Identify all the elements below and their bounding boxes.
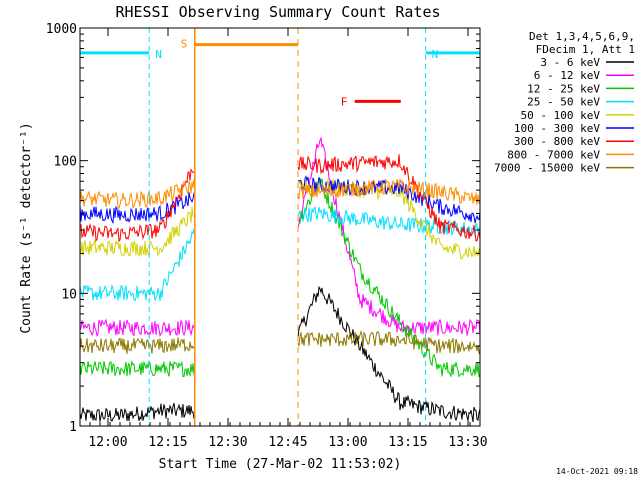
- x-tick-label: 12:30: [208, 435, 247, 450]
- series-line: [79, 136, 481, 338]
- legend-label: 3 - 6 keV: [540, 56, 600, 69]
- axis-layer: 12:00 12:15 12:30 12:45 13:00 13:15 13:30 1 10 10…: [46, 22, 488, 450]
- x-tick-label: 12:45: [268, 435, 307, 450]
- x-tick-label: 12:00: [88, 435, 127, 450]
- y-tick-label: 1: [69, 420, 77, 435]
- annotation-label: F: [341, 95, 348, 108]
- legend-label: 6 - 12 keV: [534, 69, 601, 82]
- series-line: [79, 285, 481, 423]
- timestamp: 14-Oct-2021 09:18: [556, 467, 638, 476]
- y-axis-label: Count Rate (s⁻¹ detector⁻¹): [19, 122, 34, 333]
- legend-header-2: FDecim 1, Att 1: [536, 43, 635, 56]
- legend-label: 7000 - 15000 keV: [494, 162, 600, 175]
- annotation-label: S: [181, 38, 188, 51]
- x-tick-label: 13:30: [448, 435, 487, 450]
- series-line: [79, 178, 481, 210]
- chart-title: RHESSI Observing Summary Count Rates: [115, 3, 440, 21]
- annotation-label: N: [155, 48, 162, 61]
- legend-label: 12 - 25 keV: [527, 82, 600, 95]
- annotation-label: N: [432, 48, 439, 61]
- legend-label: 300 - 800 keV: [514, 135, 600, 148]
- series-line: [79, 329, 481, 355]
- y-tick-label: 1000: [46, 22, 77, 37]
- x-tick-label: 13:00: [328, 435, 367, 450]
- y-tick-label: 10: [61, 287, 77, 302]
- x-tick-label: 12:15: [148, 435, 187, 450]
- x-tick-label: 13:15: [388, 435, 427, 450]
- series-line: [79, 154, 481, 243]
- legend-label: 800 - 7000 keV: [507, 148, 600, 161]
- legend-label: 100 - 300 keV: [514, 122, 600, 135]
- series-layer: [79, 136, 481, 423]
- series-line: [79, 205, 481, 302]
- legend-label: 25 - 50 keV: [527, 96, 600, 109]
- legend-header-1: Det 1,3,4,5,6,9,: [529, 30, 635, 43]
- series-line: [79, 176, 481, 378]
- x-axis-label: Start Time (27-Mar-02 11:53:02): [159, 457, 402, 472]
- annotation-layer: N N S F: [80, 28, 480, 426]
- legend-label: 50 - 100 keV: [521, 109, 601, 122]
- y-tick-label: 100: [54, 155, 77, 170]
